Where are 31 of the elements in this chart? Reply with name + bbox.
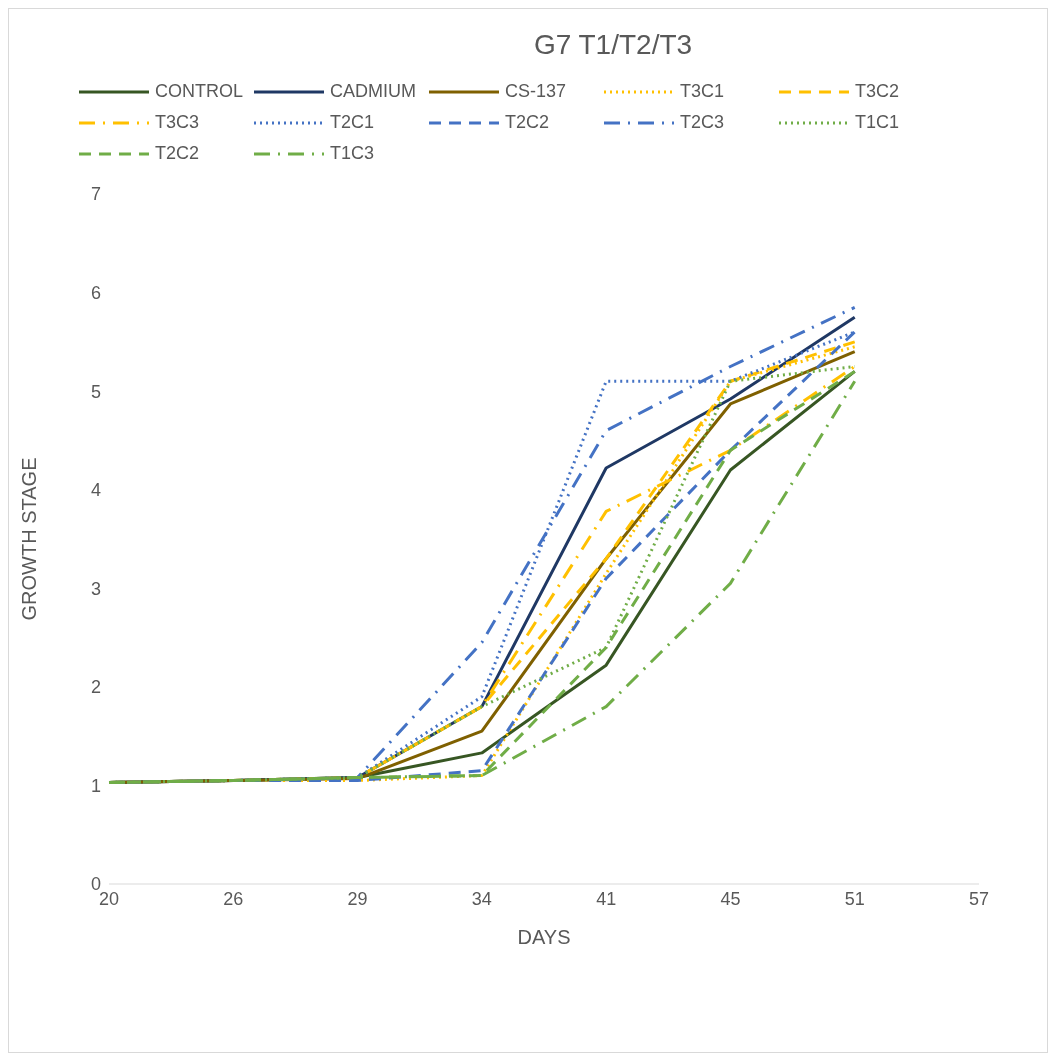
legend-label: T3C1 bbox=[680, 81, 725, 102]
x-tick-label: 20 bbox=[98, 888, 120, 909]
legend-label: T2C3 bbox=[680, 112, 725, 133]
x-tick-label: 34 bbox=[471, 888, 492, 909]
y-tick-label: 3 bbox=[90, 578, 101, 599]
x-tick-label: 51 bbox=[844, 888, 865, 909]
y-tick-label: 6 bbox=[90, 282, 101, 303]
legend-label: T2C2 bbox=[155, 143, 200, 164]
x-axis-title: DAYS bbox=[517, 926, 571, 948]
legend-label: T2C1 bbox=[330, 112, 375, 133]
x-tick-label: 41 bbox=[596, 888, 617, 909]
legend-label: CADMIUM bbox=[330, 81, 416, 102]
legend-label: T1C1 bbox=[855, 112, 900, 133]
x-tick-label: 57 bbox=[968, 888, 990, 909]
legend-label: T3C2 bbox=[855, 81, 900, 102]
legend-label: T2C2 bbox=[505, 112, 550, 133]
y-tick-label: 2 bbox=[90, 677, 101, 698]
chart-title: G7 T1/T2/T3 bbox=[532, 29, 694, 61]
x-tick-label: 29 bbox=[347, 888, 368, 909]
legend-label: CS-137 bbox=[505, 81, 567, 102]
y-tick-label: 7 bbox=[90, 184, 101, 205]
x-tick-label: 26 bbox=[223, 888, 244, 909]
legend-label: T1C3 bbox=[330, 143, 375, 164]
y-tick-label: 1 bbox=[90, 775, 101, 796]
x-tick-label: 45 bbox=[720, 888, 741, 909]
y-tick-label: 4 bbox=[90, 480, 101, 501]
legend-label: CONTROL bbox=[155, 81, 244, 102]
y-tick-label: 0 bbox=[90, 874, 101, 895]
y-axis-title: GROWTH STAGE bbox=[18, 457, 41, 621]
y-tick-label: 5 bbox=[90, 381, 101, 402]
legend-label: T3C3 bbox=[155, 112, 200, 133]
